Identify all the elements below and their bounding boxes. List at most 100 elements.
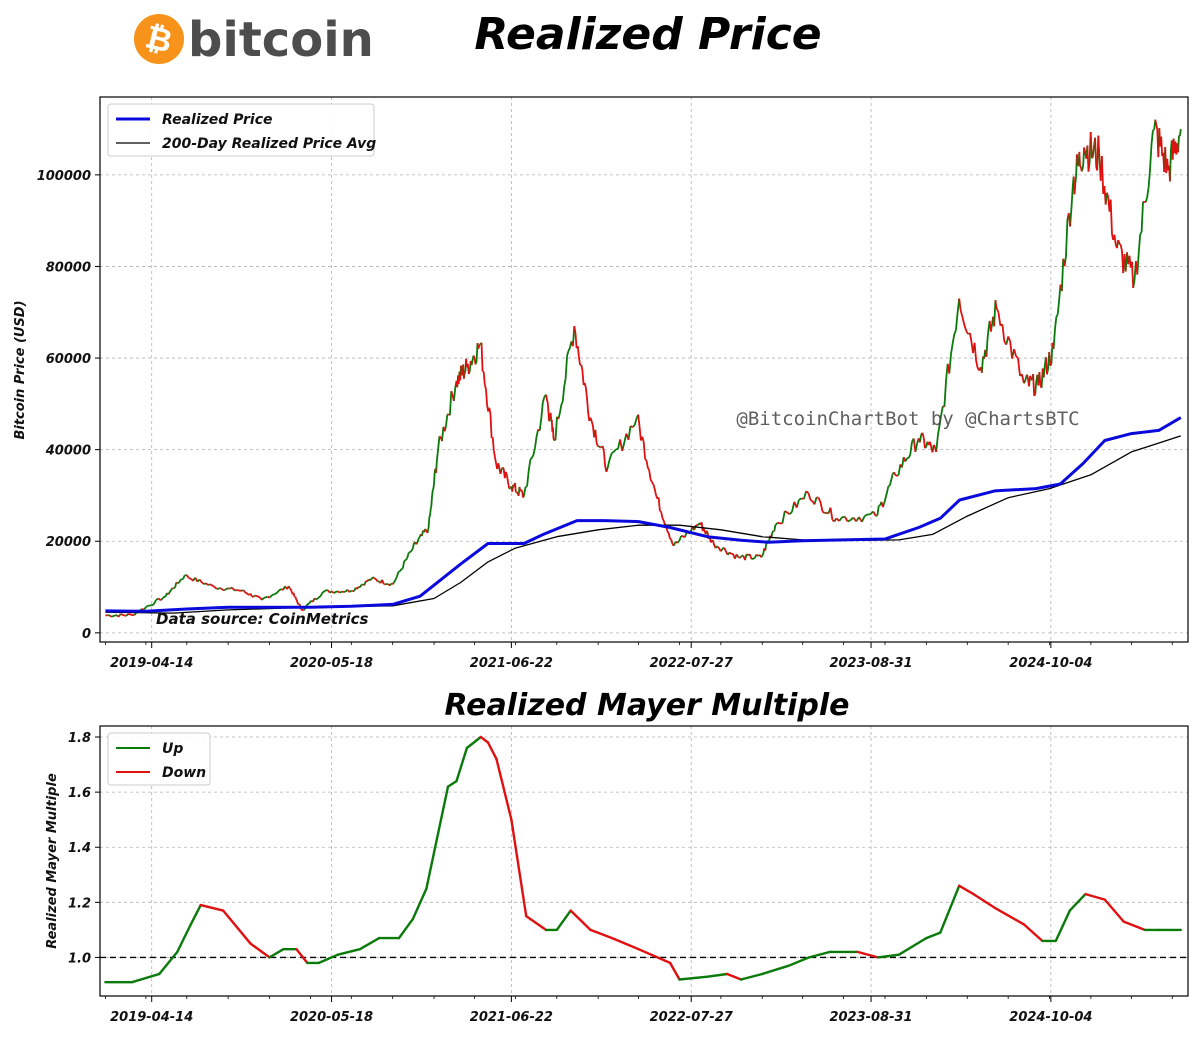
- mayer-segment-up: [925, 931, 942, 940]
- legend-label-down: Down: [162, 765, 206, 781]
- mayer-segment-up: [1068, 892, 1087, 912]
- mayer-segment-down: [1084, 892, 1107, 901]
- mayer-segment-up: [336, 948, 362, 956]
- data-source-annotation: Data source: CoinMetrics: [156, 610, 369, 628]
- legend-label-200day-avg: 200-Day Realized Price Avg: [162, 136, 376, 152]
- realized-price-chart: 2019-04-14 2020-05-18 2021-06-22 2022-07-27…: [13, 96, 1189, 671]
- mayer-segment-down: [486, 741, 498, 761]
- top-plot-frame: [99, 96, 1189, 643]
- mayer-segment-up: [358, 936, 381, 951]
- bottom-x-tick-label: 2021-06-22: [470, 1010, 553, 1025]
- mayer-segment-up: [425, 832, 440, 890]
- mayer-segment-up: [411, 887, 428, 921]
- mayer-segment-up: [876, 953, 901, 959]
- mayer-segment-down: [495, 757, 513, 821]
- mayer-segment-down: [221, 909, 252, 945]
- top-legend-box: [107, 103, 375, 157]
- mayer-segment-down: [525, 914, 548, 932]
- realized-mayer-multiple-chart: 2019-04-14 2020-05-18 2021-06-22 2022-07-27…: [45, 725, 1189, 1025]
- realized-price-line: [105, 416, 1182, 613]
- top-y-tick-label: 60000: [46, 352, 91, 367]
- bottom-y-tick-label: 1.4: [68, 841, 91, 856]
- bottom-y-tick-label: 1.8: [68, 731, 91, 746]
- bottom-y-axis-label: Realized Mayer Multiple: [45, 773, 60, 949]
- top-y-axis-label: Bitcoin Price (USD): [13, 300, 28, 439]
- bottom-x-tick-label: 2022-07-27: [650, 1010, 734, 1025]
- top-legend: Realized Price 200-Day Realized Price Av…: [107, 103, 376, 157]
- bottom-legend: Up Down: [107, 732, 211, 786]
- mayer-segment-down: [1103, 898, 1125, 923]
- mayer-segment-up: [555, 909, 572, 932]
- bottom-y-axis: 1.0 1.2 1.4 1.6 1.8: [68, 731, 100, 966]
- top-x-axis: 2019-04-14 2020-05-18 2021-06-22 2022-07-27…: [104, 642, 1173, 671]
- mayer-segment-down: [510, 818, 528, 918]
- mayer-segment-up: [761, 964, 790, 976]
- mayer-segment-up: [1054, 909, 1072, 943]
- mayer-segment-down: [1022, 923, 1044, 943]
- watermark: @BitcoinChartBot by @ChartsBTC: [736, 408, 1079, 430]
- mayer-segment-up: [465, 735, 482, 750]
- top-x-tick-label: 2019-04-14: [110, 656, 193, 671]
- mayer-segment-down: [295, 948, 309, 965]
- bottom-series-layer: [104, 735, 1183, 984]
- top-x-tick-label: 2021-06-22: [470, 656, 553, 671]
- mayer-segment-down: [199, 903, 225, 912]
- mayer-segment-up: [787, 956, 811, 967]
- bottom-chart-title: Realized Mayer Multiple: [444, 688, 849, 723]
- mayer-segment-up: [939, 884, 961, 934]
- top-y-tick-label: 40000: [45, 444, 91, 459]
- mayer-segment-down: [610, 936, 640, 951]
- bottom-x-axis: 2019-04-14 2020-05-18 2021-06-22 2022-07-27…: [104, 996, 1173, 1025]
- page-title: Realized Price: [474, 9, 821, 60]
- mayer-segment-up: [897, 936, 928, 956]
- mayer-segment-up: [436, 785, 450, 835]
- mayer-segment-down: [993, 906, 1026, 926]
- mayer-segment-down: [637, 948, 672, 965]
- mayer-segment-up: [455, 746, 469, 783]
- mayer-segment-up: [678, 975, 709, 981]
- bottom-plot-frame: [99, 725, 1189, 997]
- mayer-segment-up: [268, 948, 285, 959]
- bitcoin-logo: ₿ bitcoin: [134, 12, 374, 68]
- top-gridlines: [100, 97, 1188, 642]
- mayer-segment-down: [479, 735, 490, 744]
- mayer-segment-down: [569, 909, 592, 932]
- top-x-tick-label: 2024-10-04: [1009, 656, 1092, 671]
- top-y-tick-label: 0: [82, 627, 91, 642]
- bottom-y-tick-label: 1.2: [68, 896, 91, 911]
- mayer-segment-up: [739, 972, 764, 981]
- mayer-segment-down: [726, 972, 743, 981]
- top-y-tick-label: 100000: [37, 169, 91, 184]
- mayer-segment-up: [176, 923, 193, 954]
- bottom-plot-area: [100, 726, 1188, 996]
- bottom-x-tick-label: 2020-05-18: [290, 1010, 373, 1025]
- mayer-segment-down: [1122, 920, 1147, 932]
- top-x-tick-label: 2020-05-18: [290, 656, 373, 671]
- top-series-layer: [105, 119, 1182, 618]
- mayer-segment-up: [706, 972, 729, 978]
- mayer-segment-down: [668, 961, 681, 981]
- top-y-tick-label: 20000: [46, 535, 91, 550]
- top-plot-area: [100, 97, 1188, 642]
- top-x-tick-label: 2022-07-27: [650, 656, 734, 671]
- mayer-segment-up: [317, 953, 339, 965]
- mayer-segment-up: [189, 903, 202, 926]
- bitcoin-logo-icon: [134, 14, 184, 64]
- mayer-segment-down: [958, 884, 975, 896]
- bottom-x-tick-label: 2019-04-14: [110, 1010, 193, 1025]
- top-y-tick-label: 80000: [46, 260, 91, 275]
- mayer-segment-up: [130, 972, 161, 984]
- mayer-segment-up: [807, 950, 832, 959]
- logo-word: bitcoin: [188, 12, 374, 68]
- top-y-axis: 0 20000 40000 60000 80000 100000: [37, 169, 100, 642]
- bottom-y-tick-label: 1.0: [68, 951, 91, 966]
- mayer-segment-up: [158, 950, 179, 976]
- mayer-segment-up: [397, 917, 415, 940]
- mayer-segment-down: [249, 942, 271, 959]
- legend-label-realized-price: Realized Price: [162, 112, 273, 128]
- top-x-tick-label: 2023-08-31: [829, 656, 912, 671]
- mayer-segment-up: [446, 779, 458, 788]
- bottom-x-tick-label: 2024-10-04: [1009, 1010, 1092, 1025]
- bottom-x-tick-label: 2023-08-31: [829, 1010, 912, 1025]
